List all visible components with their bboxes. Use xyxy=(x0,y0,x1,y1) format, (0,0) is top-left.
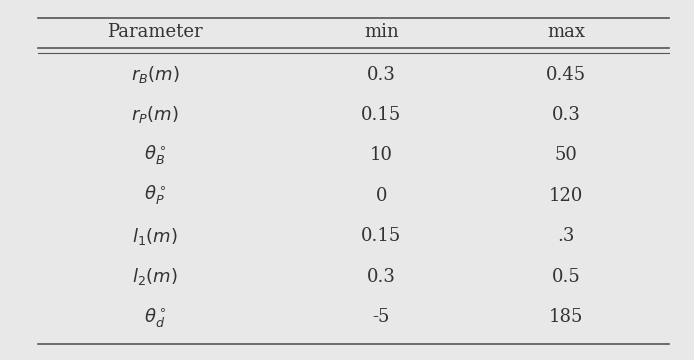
Text: 0.3: 0.3 xyxy=(367,66,396,84)
Text: 120: 120 xyxy=(549,187,584,205)
Text: 0.45: 0.45 xyxy=(546,66,586,84)
Text: $\theta_d^\circ$: $\theta_d^\circ$ xyxy=(144,306,167,329)
Text: $l_2(m)$: $l_2(m)$ xyxy=(133,266,178,287)
Text: 0: 0 xyxy=(375,187,387,205)
Text: .3: .3 xyxy=(558,227,575,245)
Text: min: min xyxy=(364,23,398,41)
Text: $r_P(m)$: $r_P(m)$ xyxy=(131,104,179,125)
Text: 0.15: 0.15 xyxy=(361,227,401,245)
Text: max: max xyxy=(548,23,586,41)
Text: 50: 50 xyxy=(555,147,578,165)
Text: $\theta_B^\circ$: $\theta_B^\circ$ xyxy=(144,144,167,167)
Text: $l_1(m)$: $l_1(m)$ xyxy=(133,226,178,247)
Text: 0.15: 0.15 xyxy=(361,106,401,124)
Text: 185: 185 xyxy=(549,308,584,326)
Text: 0.3: 0.3 xyxy=(367,268,396,286)
Text: 10: 10 xyxy=(370,147,393,165)
Text: $\theta_P^\circ$: $\theta_P^\circ$ xyxy=(144,184,167,207)
Text: -5: -5 xyxy=(373,308,390,326)
Text: Parameter: Parameter xyxy=(107,23,203,41)
Text: 0.3: 0.3 xyxy=(552,106,581,124)
Text: $r_B(m)$: $r_B(m)$ xyxy=(130,64,179,85)
Text: 0.5: 0.5 xyxy=(552,268,581,286)
